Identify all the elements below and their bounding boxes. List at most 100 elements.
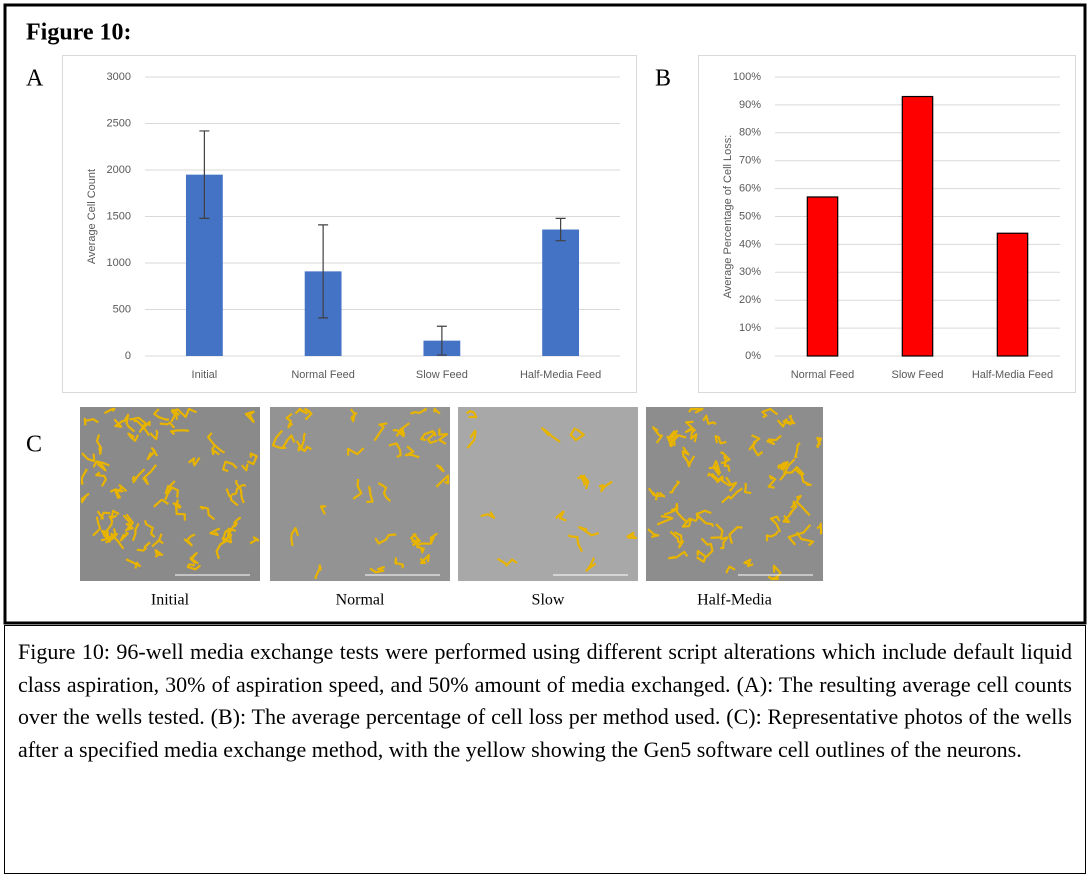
cell-outline: [173, 407, 198, 419]
cell-outline: [793, 467, 812, 487]
cell-outline: [690, 428, 698, 443]
cell-outline: [246, 452, 258, 466]
cell-outline: [816, 522, 823, 535]
cell-outline: [725, 565, 736, 574]
error-bar: [199, 130, 210, 219]
cell-photo: [458, 407, 638, 581]
cell-outline: [779, 458, 796, 481]
caption: Figure 10: 96-well media exchange tests …: [18, 639, 1072, 762]
cell-outline: [388, 442, 402, 458]
cell-outline: [708, 465, 722, 476]
bar: [542, 229, 580, 356]
cell-outline: [767, 475, 777, 489]
bar: [806, 196, 839, 357]
cell-outline: [373, 422, 388, 442]
cell-outline: [319, 505, 327, 515]
cell-outline: [110, 509, 120, 519]
cell-outline: [765, 530, 779, 542]
bar: [901, 95, 934, 357]
cell-outline: [497, 557, 518, 567]
cell-outline: [681, 517, 697, 528]
cell-outline: [722, 455, 731, 472]
bar: [996, 232, 1029, 357]
cell-outline: [122, 413, 136, 433]
cell-outline: [684, 420, 695, 433]
cell-outline: [211, 445, 220, 456]
cell-outline: [129, 416, 147, 429]
panel-label: B: [655, 66, 671, 92]
cell-outline: [81, 452, 96, 463]
x-tick-label: Slow Feed: [892, 369, 944, 381]
cell-outline: [151, 533, 164, 548]
cell-outline: [748, 434, 761, 451]
cell-outline: [119, 531, 129, 542]
cell-outline: [466, 410, 478, 419]
cell-outline: [100, 528, 117, 542]
y-tick-label: 0%: [745, 350, 761, 362]
cell-outline: [416, 545, 426, 554]
cell-outline: [696, 549, 707, 563]
x-tick-label: Half-Media Feed: [520, 369, 601, 381]
cell-outline: [222, 460, 238, 473]
cell-outline: [681, 446, 691, 465]
cell-outline: [105, 515, 114, 533]
cell-outline: [240, 463, 249, 472]
y-tick-label: 60%: [739, 183, 761, 195]
y-tick-label: 0: [125, 350, 131, 362]
cell-outline: [651, 491, 666, 498]
x-tick-label: Normal Feed: [791, 369, 855, 381]
cell-outline: [585, 557, 597, 572]
cell-outline: [435, 474, 450, 488]
cell-outline: [555, 510, 567, 522]
cell-outline: [127, 432, 140, 442]
cell-outline: [433, 407, 441, 415]
figure-title: Figure 10:: [26, 20, 132, 46]
cell-outline: [314, 564, 322, 580]
cell-outline: [404, 445, 420, 459]
cell-outline: [170, 429, 190, 436]
cell-outline: [769, 515, 782, 533]
cell-outline: [438, 428, 449, 445]
cell-outline: [183, 533, 196, 547]
cell-outline: [598, 480, 613, 493]
y-tick-label: 30%: [739, 266, 761, 278]
cell-outline: [787, 523, 812, 546]
cell-outline: [294, 407, 308, 415]
cell-outline: [124, 513, 134, 532]
cell-outline: [743, 558, 754, 568]
cell-outline: [92, 460, 110, 468]
photo-label: Slow: [532, 592, 565, 609]
cell-outline: [297, 445, 312, 453]
cell-outline: [186, 563, 202, 571]
cell-outline: [420, 430, 437, 442]
cell-outline: [350, 408, 358, 423]
cell-outline: [374, 533, 397, 545]
y-tick-label: 500: [113, 303, 131, 315]
cell-photo: [80, 407, 260, 581]
cell-outline: [153, 498, 170, 508]
cell-outline: [578, 526, 600, 537]
cell-outline: [83, 417, 99, 426]
cell-outline: [164, 484, 173, 501]
cell-outline: [215, 536, 228, 560]
cell-outline: [397, 422, 411, 435]
cell-outline: [100, 529, 110, 540]
photo-label: Initial: [151, 592, 190, 609]
cell-outline: [95, 434, 103, 455]
y-tick-label: 3000: [107, 71, 131, 83]
cell-outline: [419, 554, 430, 565]
error-bar: [318, 224, 329, 319]
y-tick-label: 50%: [739, 210, 761, 222]
cell-outline: [435, 463, 445, 473]
cell-outline: [125, 558, 141, 569]
cell-outline: [369, 565, 386, 574]
cell-outline: [80, 492, 90, 504]
cell-outline: [115, 484, 128, 499]
cell-outline: [670, 507, 688, 524]
cell-outline: [233, 516, 242, 528]
cell-outline: [567, 534, 583, 553]
cell-outline: [795, 494, 811, 517]
cell-outline: [96, 510, 111, 520]
cell-outline: [149, 429, 159, 441]
